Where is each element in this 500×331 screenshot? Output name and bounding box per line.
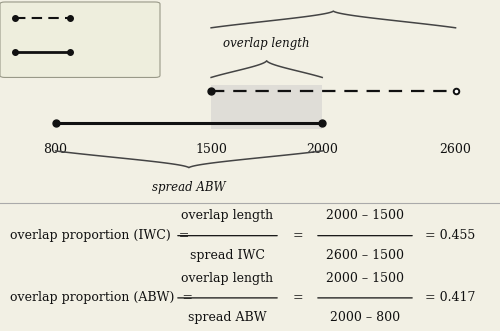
Text: 2000 – 800: 2000 – 800 <box>330 311 400 324</box>
Text: 2000 – 1500: 2000 – 1500 <box>326 272 404 285</box>
FancyBboxPatch shape <box>0 2 160 77</box>
Text: 800: 800 <box>44 143 68 156</box>
Text: overlap length: overlap length <box>182 272 274 285</box>
Text: 1500: 1500 <box>195 143 227 156</box>
Text: =: = <box>292 229 303 242</box>
Text: IWC range: IWC range <box>80 11 144 24</box>
Text: = 0.455: = 0.455 <box>425 229 476 242</box>
Text: 2600: 2600 <box>440 143 472 156</box>
Text: spread IWC: spread IWC <box>190 249 265 262</box>
Text: spread ABW: spread ABW <box>152 180 226 194</box>
Text: overlap proportion (IWC)  =: overlap proportion (IWC) = <box>10 229 194 242</box>
Bar <box>211 85 322 129</box>
Text: 2600 – 1500: 2600 – 1500 <box>326 249 404 262</box>
Text: =: = <box>292 291 303 305</box>
Text: = 0.417: = 0.417 <box>425 291 476 305</box>
Text: ABW range: ABW range <box>80 45 148 58</box>
Text: 2000 – 1500: 2000 – 1500 <box>326 210 404 222</box>
Text: 2000: 2000 <box>306 143 338 156</box>
Text: overlap length: overlap length <box>224 37 310 50</box>
Text: spread ABW: spread ABW <box>188 311 267 324</box>
Text: overlap proportion (ABW)  =: overlap proportion (ABW) = <box>10 291 197 305</box>
Text: overlap length: overlap length <box>182 210 274 222</box>
